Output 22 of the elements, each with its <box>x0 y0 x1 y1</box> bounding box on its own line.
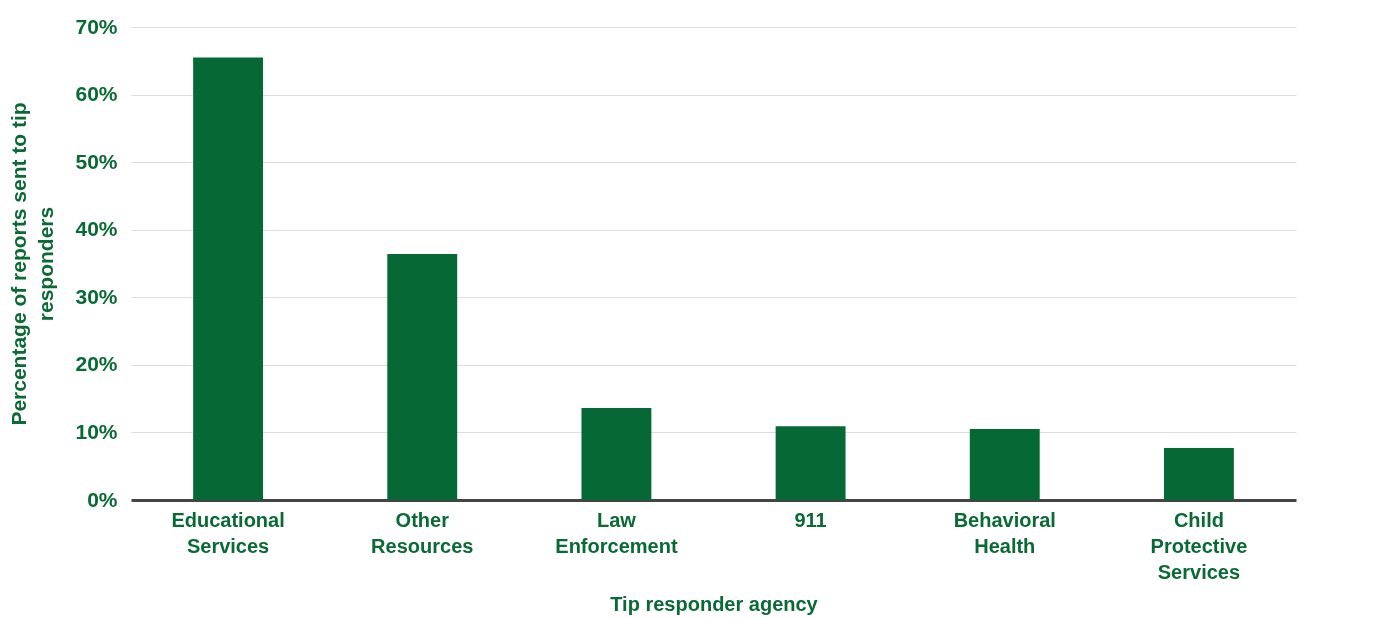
y-axis-title: Percentage of reports sent to tip responders <box>7 102 58 426</box>
x-tick-label: 911 <box>794 508 827 531</box>
y-tick-label: 10% <box>75 419 118 443</box>
x-tick-label: Behavioral Health <box>953 508 1056 557</box>
y-tick-label: 20% <box>75 352 118 376</box>
x-tick-label: Educational Services <box>171 508 285 557</box>
x-tick-label: Child Protective Services <box>1150 508 1248 583</box>
y-tick-label: 0% <box>87 487 118 511</box>
y-tick-label: 60% <box>75 82 118 106</box>
bar <box>387 254 458 500</box>
bar <box>775 426 846 500</box>
bar <box>1163 447 1234 500</box>
bar <box>581 408 652 500</box>
y-tick-label: 40% <box>75 217 118 241</box>
x-axis-title: Tip responder agency <box>610 592 819 615</box>
bar <box>193 57 264 500</box>
x-tick-label: Other Resources <box>371 508 474 557</box>
bar <box>969 429 1040 500</box>
y-tick-label: 70% <box>75 14 118 38</box>
y-tick-label: 30% <box>75 284 118 308</box>
x-tick-label: Law Enforcement <box>555 508 678 557</box>
y-tick-label: 50% <box>75 149 118 173</box>
